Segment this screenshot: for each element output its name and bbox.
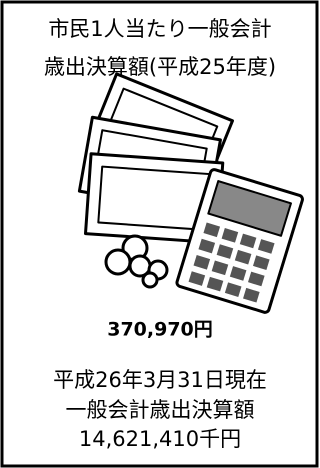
- per-capita-amount: 370,970円: [107, 319, 213, 341]
- footer-line: 平成26年3月31日現在: [53, 368, 267, 392]
- title-line: 歳出決算額(平成25年度): [44, 55, 276, 79]
- footer-line: 一般会計歳出決算額: [66, 398, 255, 422]
- title-line: 市民1人当たり一般会計: [48, 17, 271, 41]
- card: 市民1人当たり一般会計 歳出決算額(平成25年度): [0, 0, 319, 468]
- footer-line: 14,621,410千円: [79, 427, 241, 451]
